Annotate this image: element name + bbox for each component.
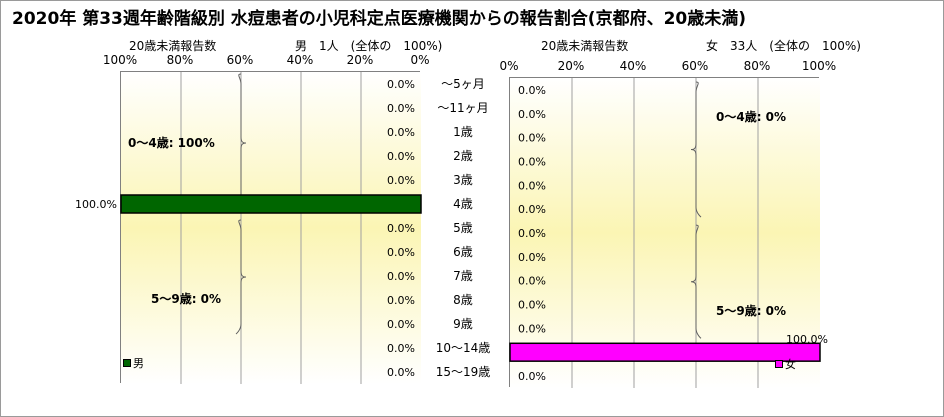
- age-label: 5歳: [453, 221, 473, 235]
- left-header-male: 男 1人 (全体の 100%): [295, 39, 443, 53]
- female-chart-svg: 0.0% 0.0% 0.0% 0.0% 0.0% 0.0% 0.0% 0.0% 0.0% 0.0%…: [509, 78, 828, 388]
- female-plot-area: 0.0% 0.0% 0.0% 0.0% 0.0% 0.0% 0.0% 0.0% 0.0% 0.0%…: [509, 77, 828, 388]
- data-label: 0.0%: [387, 222, 415, 235]
- data-label: 0.0%: [387, 366, 415, 379]
- right-header-count: 20歳未満報告数: [541, 39, 629, 53]
- male-chart-svg: 0.0% 0.0% 0.0% 0.0% 0.0% 100.0% 0.0% 0.0% 0.0% 0.…: [75, 72, 422, 384]
- data-label: 0.0%: [387, 342, 415, 355]
- x-tick-label: 0%: [410, 53, 430, 67]
- x-tick-label: 40%: [619, 59, 647, 73]
- x-tick-label: 40%: [286, 53, 314, 67]
- data-label: 0.0%: [518, 227, 546, 240]
- x-tick-label: 0%: [499, 59, 519, 73]
- x-tick-label: 20%: [557, 59, 585, 73]
- female-group-label-5-9: 5～9歳: 0%: [716, 304, 787, 318]
- data-label: 100.0%: [75, 198, 117, 211]
- left-header-count: 20歳未満報告数: [129, 39, 217, 53]
- male-legend: 男: [123, 355, 144, 371]
- brace-5-9: [235, 219, 247, 335]
- age-label: 15～19歳: [435, 365, 491, 379]
- x-tick-label: 60%: [681, 59, 709, 73]
- data-label: 0.0%: [518, 108, 546, 121]
- chart-title: 2020年 第33週年齢階級別 水痘患者の小児科定点医療機関からの報告割合(京都…: [12, 9, 747, 29]
- data-label: 0.0%: [518, 299, 546, 312]
- right-header-female: 女 33人 (全体の 100%): [706, 39, 861, 53]
- male-group-label-0-4: 0～4歳: 100%: [128, 136, 215, 150]
- age-label: 6歳: [453, 245, 473, 259]
- male-legend-label: 男: [133, 357, 144, 370]
- data-label: 0.0%: [387, 126, 415, 139]
- data-label: 0.0%: [518, 155, 546, 168]
- age-label: 1歳: [453, 125, 473, 139]
- female-group-label-0-4: 0～4歳: 0%: [716, 110, 787, 124]
- age-label: ～5ヶ月: [441, 77, 485, 91]
- data-label: 0.0%: [518, 84, 546, 97]
- age-label: 3歳: [453, 173, 473, 187]
- data-label: 100.0%: [786, 333, 828, 346]
- data-label: 0.0%: [518, 179, 546, 192]
- data-label: 0.0%: [387, 246, 415, 259]
- data-label: 0.0%: [387, 318, 415, 331]
- data-label: 0.0%: [387, 102, 415, 115]
- brace-5-9: [690, 224, 702, 339]
- age-label: 2歳: [453, 149, 473, 163]
- x-tick-label: 80%: [743, 59, 771, 73]
- age-label: ～11ヶ月: [437, 101, 489, 115]
- age-label: 7歳: [453, 269, 473, 283]
- data-label: 0.0%: [518, 132, 546, 145]
- data-label: 0.0%: [387, 294, 415, 307]
- data-label: 0.0%: [518, 203, 546, 216]
- x-tick-label: 100%: [102, 53, 138, 67]
- brace-0-4: [690, 81, 702, 218]
- x-tick-label: 60%: [226, 53, 254, 67]
- data-label: 0.0%: [387, 270, 415, 283]
- data-label: 0.0%: [518, 370, 546, 383]
- data-label: 0.0%: [387, 78, 415, 91]
- age-label: 8歳: [453, 293, 473, 307]
- male-plot-area: 0.0% 0.0% 0.0% 0.0% 0.0% 100.0% 0.0% 0.0% 0.0% 0.…: [75, 71, 422, 384]
- data-label: 0.0%: [387, 174, 415, 187]
- female-legend-swatch: [775, 360, 783, 368]
- male-legend-swatch: [123, 359, 131, 367]
- x-tick-label: 100%: [801, 59, 837, 73]
- bar-10～14歳: [509, 342, 821, 362]
- data-label: 0.0%: [518, 322, 546, 335]
- x-tick-label: 20%: [346, 53, 374, 67]
- data-label: 0.0%: [518, 251, 546, 264]
- bar-4歳: [120, 194, 422, 214]
- female-legend: 女: [775, 356, 796, 372]
- male-group-label-5-9: 5～9歳: 0%: [151, 292, 222, 306]
- age-label: 9歳: [453, 317, 473, 331]
- female-legend-label: 女: [785, 358, 796, 371]
- age-label: 4歳: [453, 197, 473, 211]
- data-label: 0.0%: [518, 275, 546, 288]
- plot-background: [121, 72, 421, 384]
- data-label: 0.0%: [387, 150, 415, 163]
- x-tick-label: 80%: [166, 53, 194, 67]
- plot-background: [510, 78, 820, 388]
- age-label: 10～14歳: [435, 341, 491, 355]
